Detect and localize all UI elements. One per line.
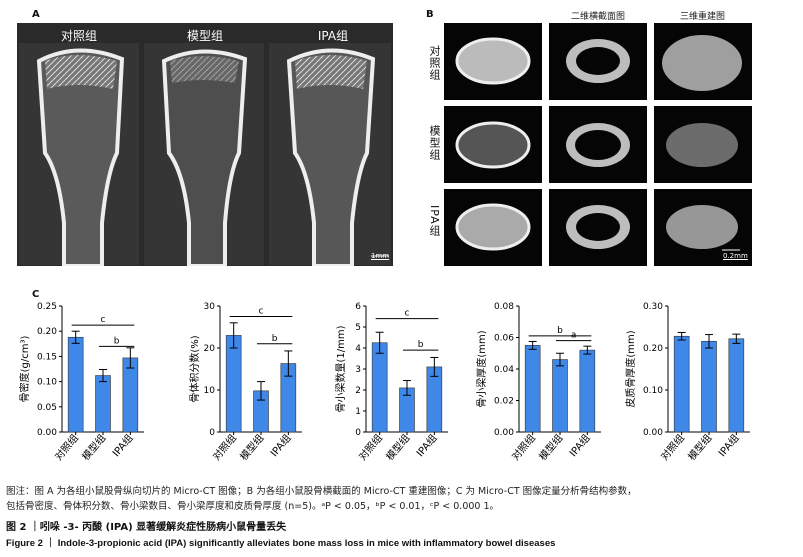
y-tick-label: 0.00 <box>643 428 663 438</box>
y-tick-label: 0.20 <box>643 344 663 354</box>
y-tick-label: 20 <box>204 344 216 354</box>
x-tick-label: IPA组 <box>267 432 293 460</box>
x-tick-label: 模型组 <box>237 432 266 463</box>
panel-b-header-2d: 二维横截面图 <box>570 12 625 22</box>
y-tick-label: 0.30 <box>643 302 663 312</box>
x-tick-label: 模型组 <box>383 432 412 463</box>
significance-label: b <box>418 340 424 350</box>
row-model <box>444 106 752 183</box>
y-tick-label: 10 <box>204 386 216 396</box>
significance-label: b <box>114 336 120 346</box>
femur-model <box>144 43 264 268</box>
panel-c-charts: 0.00 0.05 0.10 0.15 0.20 0.25 骨密度(g/cm³) 对照组 模型组… <box>18 296 798 480</box>
x-tick-label: IPA组 <box>413 432 439 460</box>
x-tick-label: 模型组 <box>79 432 108 463</box>
panel-a-image <box>17 23 393 268</box>
row-ipa <box>444 189 752 266</box>
panel-b-scale: 0.2mm <box>723 252 748 260</box>
row-control <box>444 23 752 100</box>
caption-line-1: 图注：图 A 为各组小鼠股骨纵向切片的 Micro-CT 图像；B 为各组小鼠股… <box>6 486 637 497</box>
y-tick-label: 0.04 <box>494 365 514 375</box>
y-tick-label: 0.02 <box>494 397 514 407</box>
figure-title-en: Figure 2 ｜ Indole-3-propionic acid (IPA)… <box>6 538 556 549</box>
panel-a-title-ipa: IPA组 <box>317 29 349 43</box>
femur-control <box>19 43 139 268</box>
significance-label: c <box>101 315 106 325</box>
bar <box>673 335 690 433</box>
panel-b-row-ipa: IPA组 <box>428 205 441 237</box>
y-tick-label: 2 <box>355 386 361 396</box>
y-tick-label: 0 <box>209 428 215 438</box>
y-axis-label: 骨小梁数量(1/mm) <box>334 325 347 412</box>
bar <box>552 359 568 433</box>
bar <box>67 336 84 433</box>
x-tick-label: IPA组 <box>109 432 135 460</box>
bar <box>728 338 745 433</box>
x-tick-label: IPA组 <box>566 432 592 460</box>
panel-c-letter: C <box>32 289 40 300</box>
y-axis-label: 骨小梁厚度(mm) <box>475 330 488 407</box>
y-tick-label: 6 <box>355 302 361 312</box>
y-axis-label: 骨密度(g/cm³) <box>18 336 31 403</box>
y-tick-label: 0.10 <box>37 378 57 388</box>
y-tick-label: 0.06 <box>494 334 514 344</box>
significance-label: b <box>557 326 563 336</box>
y-tick-label: 0.10 <box>643 386 663 396</box>
y-tick-label: 5 <box>355 323 361 333</box>
panel-a-letter: A <box>32 9 40 20</box>
y-tick-label: 30 <box>204 302 216 312</box>
significance-label: b <box>272 334 278 344</box>
significance-label: c <box>259 307 264 317</box>
y-tick-label: 0.20 <box>37 327 57 337</box>
figure-title-cn: 图 2 ｜吲哚 -3- 丙酸 (IPA) 显著缓解炎症性肠病小鼠骨量丢失 <box>6 522 287 533</box>
y-tick-label: 0.15 <box>37 352 57 362</box>
x-tick-label: 模型组 <box>685 432 714 463</box>
y-axis-label: 皮质骨厚度(mm) <box>624 330 637 407</box>
y-tick-label: 3 <box>355 365 361 375</box>
bar <box>701 340 717 433</box>
y-axis-label: 骨体积分数(%) <box>188 335 201 402</box>
caption-line-2: 包括骨密度、骨体积分数、骨小梁数目、骨小梁厚度和皮质骨厚度 (n=5)。ᵃP <… <box>6 501 500 512</box>
bar <box>579 349 596 433</box>
bar <box>225 335 242 433</box>
y-tick-label: 0.25 <box>37 302 57 312</box>
y-tick-label: 0 <box>355 428 361 438</box>
x-tick-label: IPA组 <box>715 432 741 460</box>
bar <box>524 345 541 433</box>
bar <box>371 342 388 433</box>
significance-label: a <box>571 331 577 341</box>
femur-sections <box>19 43 391 268</box>
x-tick-label: 模型组 <box>536 432 565 463</box>
y-tick-label: 4 <box>355 344 361 354</box>
panel-a-title-model: 模型组 <box>186 29 223 43</box>
y-tick-label: 0.00 <box>37 428 57 438</box>
femur-ipa <box>269 43 391 268</box>
y-tick-label: 1 <box>355 407 361 417</box>
bar <box>122 357 139 433</box>
significance-label: c <box>405 309 410 319</box>
y-tick-label: 0.05 <box>37 403 57 413</box>
y-tick-label: 0.00 <box>494 428 514 438</box>
panel-b-letter: B <box>426 9 434 20</box>
panel-b-row-control: 对照组 <box>428 45 441 81</box>
panel-b-header-3d: 三维重建图 <box>679 12 725 22</box>
panel-b-images <box>444 23 752 266</box>
panel-b-row-model: 模型组 <box>428 125 441 161</box>
panel-a-scale: 1mm <box>371 252 390 260</box>
panel-a-title-control: 对照组 <box>60 29 97 43</box>
y-tick-label: 0.08 <box>494 302 514 312</box>
bar <box>95 375 111 433</box>
